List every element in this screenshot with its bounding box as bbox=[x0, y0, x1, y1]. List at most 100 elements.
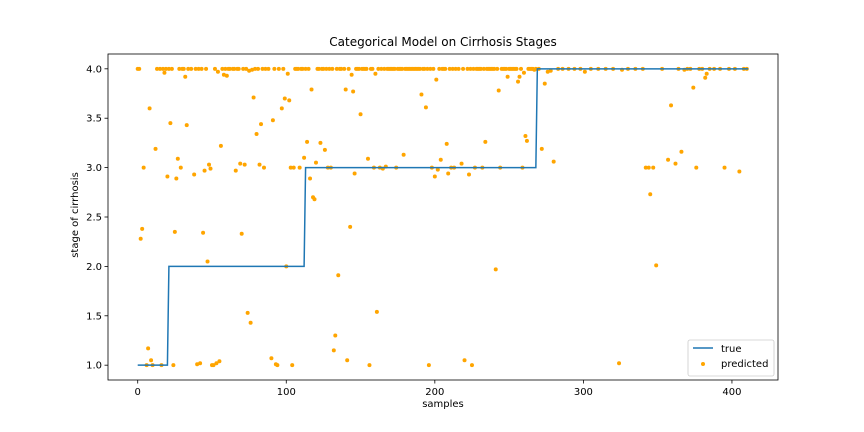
x-tick-label-2: 200 bbox=[425, 387, 444, 398]
predicted-point-80 bbox=[263, 66, 268, 71]
predicted-point-29 bbox=[183, 74, 188, 79]
predicted-point-48 bbox=[214, 361, 219, 366]
predicted-point-50 bbox=[217, 359, 222, 364]
predicted-point-64 bbox=[239, 231, 244, 236]
predicted-point-60 bbox=[233, 168, 238, 173]
predicted-point-185 bbox=[425, 66, 430, 71]
predicted-point-113 bbox=[316, 66, 321, 71]
y-axis-label: stage of cirrhosis bbox=[70, 172, 81, 258]
predicted-point-30 bbox=[184, 123, 189, 128]
legend: true predicted bbox=[687, 339, 775, 377]
predicted-point-66 bbox=[242, 162, 247, 167]
predicted-point-133 bbox=[348, 224, 353, 229]
predicted-point-198 bbox=[444, 141, 449, 146]
y-axis: 1.0 1.5 2.0 2.5 3.0 3.5 4.0 bbox=[86, 64, 108, 372]
predicted-point-244 bbox=[517, 74, 522, 79]
x-tick-label-1: 100 bbox=[277, 387, 296, 398]
predicted-point-39 bbox=[201, 230, 206, 235]
true-line bbox=[137, 68, 749, 366]
predicted-point-249 bbox=[524, 138, 529, 143]
predicted-point-228 bbox=[493, 267, 498, 272]
predicted-point-242 bbox=[514, 66, 519, 71]
predicted-point-183 bbox=[422, 66, 427, 71]
legend-true-label: true bbox=[721, 344, 742, 355]
predicted-point-189 bbox=[431, 66, 436, 71]
predicted-point-209 bbox=[465, 66, 470, 71]
predicted-point-62 bbox=[236, 66, 241, 71]
predicted-point-76 bbox=[257, 162, 262, 167]
predicted-point-4 bbox=[141, 165, 146, 170]
predicted-point-261 bbox=[551, 159, 556, 164]
predicted-point-118 bbox=[324, 66, 329, 71]
predicted-point-145 bbox=[365, 156, 370, 161]
predicted-point-247 bbox=[521, 70, 526, 75]
predicted-point-243 bbox=[516, 79, 521, 84]
predicted-point-114 bbox=[318, 140, 323, 145]
predicted-point-15 bbox=[162, 70, 167, 75]
predicted-point-220 bbox=[481, 66, 486, 71]
predicted-point-95 bbox=[290, 363, 295, 368]
predicted-point-42 bbox=[205, 259, 210, 264]
predicted-point-94 bbox=[288, 165, 293, 170]
predicted-point-73 bbox=[253, 66, 258, 71]
predicted-point-78 bbox=[260, 66, 265, 71]
predicted-point-100 bbox=[297, 165, 302, 170]
predicted-point-124 bbox=[333, 333, 338, 338]
predicted-point-218 bbox=[478, 66, 483, 71]
predicted-point-154 bbox=[379, 66, 384, 71]
predicted-point-74 bbox=[254, 132, 259, 137]
predicted-point-146 bbox=[367, 363, 372, 368]
predicted-point-210 bbox=[467, 172, 471, 177]
predicted-point-33 bbox=[192, 172, 197, 177]
predicted-point-230 bbox=[496, 88, 501, 93]
predicted-point-25 bbox=[177, 66, 182, 71]
predicted-point-191 bbox=[434, 77, 439, 82]
predicted-point-2 bbox=[138, 236, 143, 241]
predicted-point-21 bbox=[171, 363, 176, 368]
predicted-point-128 bbox=[339, 66, 344, 71]
y-tick-label-3: 2.5 bbox=[86, 213, 102, 224]
predicted-point-205 bbox=[456, 66, 461, 71]
predicted-point-20 bbox=[169, 66, 174, 71]
predicted-point-208 bbox=[462, 358, 467, 363]
predicted-point-267 bbox=[582, 69, 587, 74]
predicted-point-211 bbox=[468, 66, 473, 71]
predicted-point-184 bbox=[423, 105, 428, 110]
predicted-point-202 bbox=[450, 66, 455, 71]
predicted-point-28 bbox=[181, 66, 186, 71]
predicted-point-236 bbox=[505, 74, 510, 79]
predicted-point-229 bbox=[495, 66, 500, 71]
predicted-point-6 bbox=[146, 346, 151, 351]
predicted-point-19 bbox=[168, 121, 173, 126]
predicted-point-169 bbox=[401, 152, 406, 157]
predicted-point-11 bbox=[155, 66, 160, 71]
predicted-point-14 bbox=[160, 66, 165, 71]
predicted-point-199 bbox=[446, 171, 451, 176]
predicted-point-89 bbox=[281, 66, 286, 71]
predicted-point-168 bbox=[400, 66, 405, 71]
predicted-point-117 bbox=[322, 147, 327, 152]
predicted-point-93 bbox=[287, 98, 292, 103]
predicted-point-303 bbox=[737, 169, 742, 174]
predicted-point-77 bbox=[259, 122, 264, 127]
chart-title: Categorical Model on Cirrhosis Stages bbox=[329, 35, 556, 49]
predicted-point-92 bbox=[285, 71, 290, 76]
predicted-point-44 bbox=[208, 166, 213, 171]
predicted-point-36 bbox=[196, 66, 201, 71]
predicted-point-81 bbox=[266, 66, 271, 71]
predicted-point-180 bbox=[417, 66, 422, 71]
predicted-point-43 bbox=[207, 162, 212, 167]
plot-area bbox=[107, 53, 779, 381]
predicted-point-116 bbox=[321, 66, 326, 71]
predicted-point-190 bbox=[432, 174, 437, 179]
predicted-point-105 bbox=[305, 139, 310, 144]
predicted-point-192 bbox=[435, 167, 440, 172]
predicted-point-130 bbox=[343, 87, 348, 92]
predicted-point-31 bbox=[186, 66, 191, 71]
predicted-point-292 bbox=[694, 165, 699, 170]
predicted-point-54 bbox=[223, 66, 228, 71]
legend-predicted-label: predicted bbox=[721, 359, 768, 370]
predicted-point-227 bbox=[492, 66, 497, 71]
predicted-point-287 bbox=[679, 149, 684, 154]
